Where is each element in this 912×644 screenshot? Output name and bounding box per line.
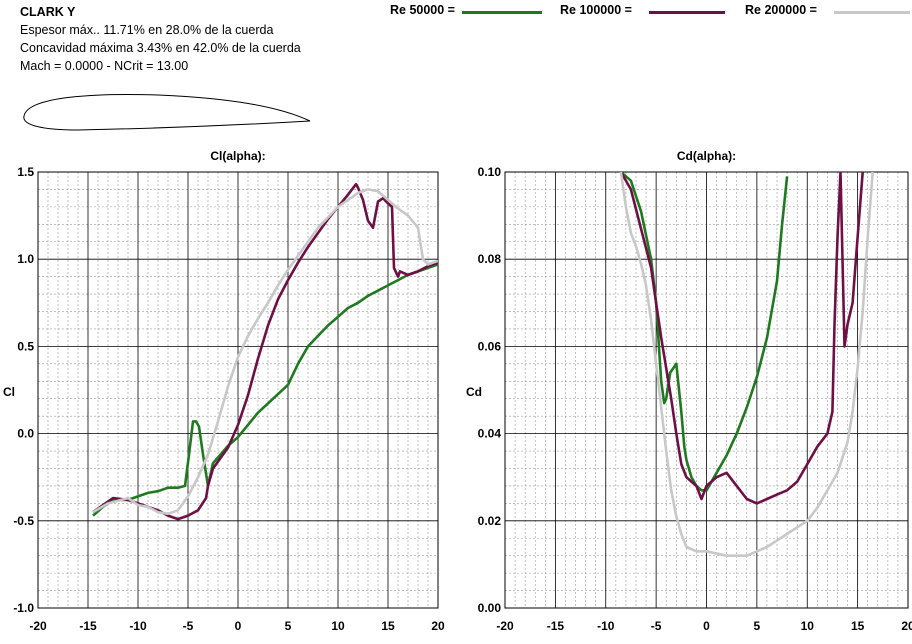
cl-series-re-50000: [92, 263, 438, 517]
cd-series-re-100000: [619, 172, 864, 505]
cd-y-tick-label: 0.00: [478, 601, 502, 615]
mach-ncrit-info: Mach = 0.0000 - NCrit = 13.00: [20, 59, 189, 73]
cl-y-tick-label: 1.0: [17, 252, 34, 266]
thickness-info: Espesor máx.. 11.71% en 28.0% de la cuer…: [20, 23, 274, 37]
cd-series-re-200000: [619, 172, 874, 558]
cl-series-re-200000: [92, 188, 438, 516]
cl-chart-title: Cl(alpha):: [210, 149, 265, 163]
cl-x-tick-label: -10: [129, 619, 147, 633]
cd-y-tick-label: 0.08: [478, 252, 502, 266]
cd-y-tick-label: 0.04: [478, 427, 502, 441]
cd-x-tick-label: -5: [651, 619, 662, 633]
cd-x-tick-label: -10: [597, 619, 615, 633]
cd-x-tick-label: 5: [754, 619, 761, 633]
cl-x-tick-label: 5: [285, 619, 292, 633]
cd-series-re-50000: [620, 172, 789, 492]
cl-x-tick-label: -15: [79, 619, 97, 633]
cd-x-tick-label: 20: [901, 619, 912, 633]
cl-x-tick-label: 20: [431, 619, 445, 633]
cd-y-tick-label: 0.10: [478, 165, 502, 179]
legend-label-re100000: Re 100000 =: [560, 3, 632, 17]
cl-y-tick-label: 0.5: [17, 339, 34, 353]
cl-x-tick-label: 10: [331, 619, 345, 633]
cl-x-tick-label: -5: [183, 619, 194, 633]
camber-info: Concavidad máxima 3.43% en 42.0% de la c…: [20, 41, 301, 55]
cl-y-tick-label: -0.5: [13, 514, 34, 528]
cd-y-tick-label: 0.02: [478, 514, 502, 528]
airfoil-shape-drawing: [23, 93, 311, 131]
cl-y-tick-label: 0.0: [17, 427, 34, 441]
airfoil-info: CLARK Y Espesor máx.. 11.71% en 28.0% de…: [20, 3, 301, 75]
cd-x-tick-label: 15: [851, 619, 865, 633]
cl-x-tick-label: 0: [235, 619, 242, 633]
cl-series-re-100000: [92, 182, 438, 521]
legend-label-re200000: Re 200000 =: [745, 3, 817, 17]
cd-x-tick-label: -15: [547, 619, 565, 633]
cl-alpha-chart: -20 -15 -10 -5 0 5 10 15 20 1.5 1.0 0.5 0.0 -0.5 -1.0 C…: [3, 149, 445, 633]
cl-x-tick-label: -20: [29, 619, 47, 633]
legend-swatch-re100000: [649, 11, 725, 14]
cd-x-tick-label: 0: [703, 619, 710, 633]
cl-y-tick-label: 1.5: [17, 165, 34, 179]
cd-plot-frame: [504, 171, 909, 609]
airfoil-title: CLARK Y: [20, 5, 76, 19]
legend-swatch-re50000: [462, 11, 542, 14]
cd-x-tick-label: -20: [496, 619, 514, 633]
legend-swatch-re200000: [834, 11, 910, 14]
cl-x-tick-label: 15: [381, 619, 395, 633]
cd-chart-title: Cd(alpha):: [677, 149, 736, 163]
cd-y-axis-label: Cd: [466, 385, 482, 399]
cd-x-tick-label: 10: [801, 619, 815, 633]
cl-y-tick-label: -1.0: [13, 601, 34, 615]
legend: Re 50000 = Re 100000 = Re 200000 =: [0, 3, 912, 21]
cl-y-axis-label: Cl: [3, 385, 15, 399]
cl-plot-frame: [37, 171, 439, 609]
legend-label-re50000: Re 50000 =: [390, 3, 455, 17]
cd-alpha-chart: -20 -15 -10 -5 0 5 10 15 20 0.10 0.08 0.06 0.04 0.02 0…: [466, 149, 912, 633]
cd-y-tick-label: 0.06: [478, 339, 502, 353]
